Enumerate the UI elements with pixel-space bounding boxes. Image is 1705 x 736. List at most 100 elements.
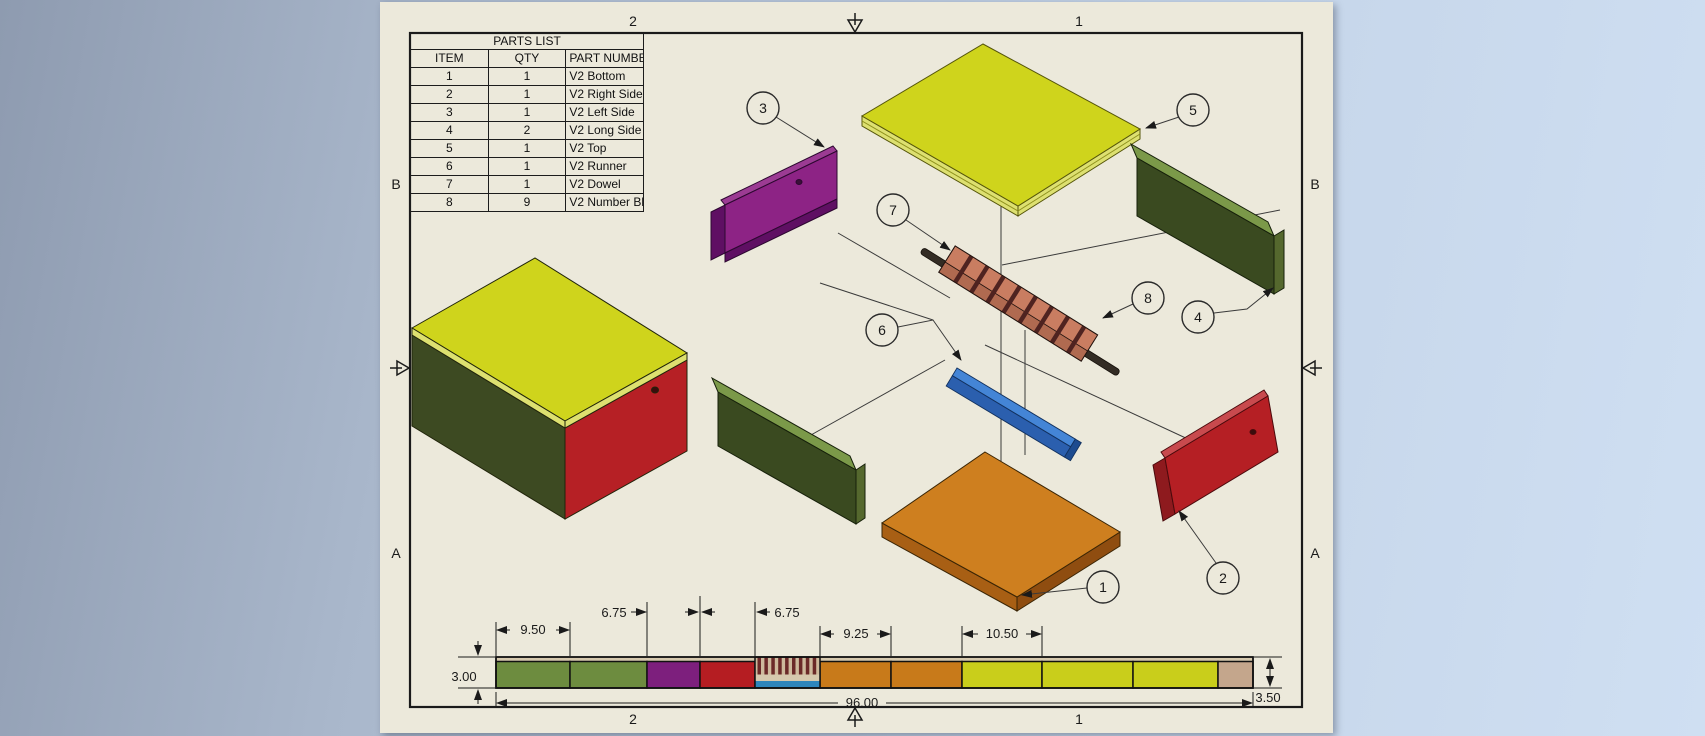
part-bottom[interactable]: [881, 451, 1121, 612]
strip-seg-green-1[interactable]: [495, 660, 571, 689]
strip-top-band: [496, 657, 1253, 662]
parts-list-row[interactable]: 2 1 V2 Right Side: [410, 85, 644, 104]
long-side-left-front[interactable]: [717, 391, 857, 525]
runner-top[interactable]: [951, 367, 1076, 448]
strip-seg-purple[interactable]: [646, 660, 701, 689]
right-side-hole: [1249, 429, 1257, 435]
cell-item: 3: [410, 103, 489, 122]
zone-top-left: 2: [629, 13, 637, 29]
datum-arrow-bottom: [846, 706, 864, 727]
cell-qty: 1: [487, 157, 567, 176]
svg-text:2: 2: [1219, 570, 1227, 586]
dim-3-00[interactable]: 3.00: [451, 641, 495, 704]
svg-text:9.50: 9.50: [520, 622, 545, 637]
balloon-1[interactable]: 1: [1086, 570, 1120, 604]
cell-part-number: V2 Bottom: [565, 67, 644, 86]
strip-seg-tan[interactable]: [1217, 660, 1254, 689]
cell-qty: 9: [487, 193, 567, 212]
svg-text:3.50: 3.50: [1255, 690, 1280, 705]
svg-text:6.75: 6.75: [601, 605, 626, 620]
col-header-qty: QTY: [487, 49, 567, 68]
parts-list-row[interactable]: 8 9 V2 Number Block: [410, 193, 644, 212]
runner-end: [1063, 438, 1082, 462]
cell-item: 2: [410, 85, 489, 104]
dim-9-50[interactable]: 9.50: [495, 622, 571, 656]
parts-list-table[interactable]: PARTS LIST ITEM QTY PART NUMBER 1 1 V2 B…: [410, 33, 644, 212]
parts-list-row[interactable]: 1 1 V2 Bottom: [410, 67, 644, 86]
parts-list-row[interactable]: 5 1 V2 Top: [410, 139, 644, 158]
part-long-side-right[interactable]: [1129, 142, 1285, 295]
balloon-8[interactable]: 8: [1131, 281, 1165, 315]
cell-qty: 1: [487, 139, 567, 158]
datum-arrows: [390, 13, 1322, 727]
balloon-5[interactable]: 5: [1176, 93, 1210, 127]
cell-item: 4: [410, 121, 489, 140]
border-frame: [408, 31, 1304, 709]
cell-part-number: V2 Long Side: [565, 121, 644, 140]
balloon-4[interactable]: 4: [1181, 300, 1215, 334]
strip-seg-yellow-3[interactable]: [1132, 660, 1219, 689]
strip-seg-orange-2[interactable]: [890, 660, 963, 689]
svg-text:5: 5: [1189, 102, 1197, 118]
cell-item: 8: [410, 193, 489, 212]
strip-seg-blocks[interactable]: [754, 656, 821, 689]
strip-dimensions[interactable]: 9.50 6.75 6.75 9.25: [451, 596, 1282, 710]
strip-seg-red[interactable]: [699, 660, 756, 689]
parts-list-row[interactable]: 3 1 V2 Left Side: [410, 103, 644, 122]
cell-qty: 2: [487, 121, 567, 140]
strip-seg-green-2[interactable]: [569, 660, 648, 689]
cell-qty: 1: [487, 85, 567, 104]
part-left-side[interactable]: [710, 145, 838, 263]
zone-top-right: 1: [1075, 13, 1083, 29]
strip-seg-yellow-2[interactable]: [1041, 660, 1134, 689]
cell-qty: 1: [487, 175, 567, 194]
parts-list-row[interactable]: 7 1 V2 Dowel: [410, 175, 644, 194]
drawing-canvas: 1 2 3 4 5 6 7: [390, 13, 1322, 727]
cell-item: 6: [410, 157, 489, 176]
parts-list-row[interactable]: 6 1 V2 Runner: [410, 157, 644, 176]
left-side-bottom-lip: [724, 198, 838, 263]
strip-seg-yellow-1[interactable]: [961, 660, 1043, 689]
datum-arrow-right: [1301, 359, 1322, 377]
balloon-7[interactable]: 7: [876, 193, 910, 227]
strip-outline: [495, 656, 1254, 689]
bottom-top-face[interactable]: [881, 451, 1121, 598]
svg-text:1: 1: [1099, 579, 1107, 595]
dim-6-75-pair[interactable]: 6.75 6.75: [601, 596, 800, 656]
zone-left-upper: B: [391, 176, 400, 192]
dim-9-25[interactable]: 9.25: [819, 626, 892, 656]
part-long-side-left[interactable]: [710, 376, 866, 525]
part-top[interactable]: [861, 43, 1141, 217]
balloon-2[interactable]: 2: [1206, 561, 1240, 595]
balloons: 1 2 3 4 5 6 7: [746, 91, 1240, 604]
part-runner[interactable]: [945, 367, 1082, 462]
parts-list-header-row: ITEM QTY PART NUMBER: [410, 49, 644, 68]
dim-3-50[interactable]: 3.50: [1254, 656, 1282, 705]
part-dowel-blocks[interactable]: [917, 232, 1130, 381]
svg-text:6.75: 6.75: [774, 605, 799, 620]
cell-item: 5: [410, 139, 489, 158]
cell-part-number: V2 Left Side: [565, 103, 644, 122]
parts-list-row[interactable]: 4 2 V2 Long Side: [410, 121, 644, 140]
assembled-box-edge-right: [564, 352, 688, 429]
col-header-part-number: PART NUMBER: [565, 49, 644, 68]
dim-10-50[interactable]: 10.50: [961, 626, 1043, 656]
balloon-6[interactable]: 6: [865, 313, 899, 347]
assembled-box[interactable]: [411, 257, 688, 520]
strip-runner-band: [755, 681, 820, 688]
strip-seg-orange-1[interactable]: [819, 660, 892, 689]
balloon-leaders: [775, 116, 1274, 598]
svg-text:4: 4: [1194, 309, 1202, 325]
parts-list-title: PARTS LIST: [410, 33, 644, 50]
balloon-3[interactable]: 3: [746, 91, 780, 125]
part-right-side[interactable]: [1152, 389, 1279, 522]
top-face[interactable]: [861, 43, 1141, 207]
long-side-right-front[interactable]: [1136, 157, 1275, 295]
cell-part-number: V2 Runner: [565, 157, 644, 176]
left-side-front-face[interactable]: [724, 150, 838, 254]
svg-text:7: 7: [889, 202, 897, 218]
cut-strip[interactable]: [495, 656, 1254, 689]
zone-left-lower: A: [391, 545, 401, 561]
right-side-front-face[interactable]: [1164, 395, 1279, 515]
